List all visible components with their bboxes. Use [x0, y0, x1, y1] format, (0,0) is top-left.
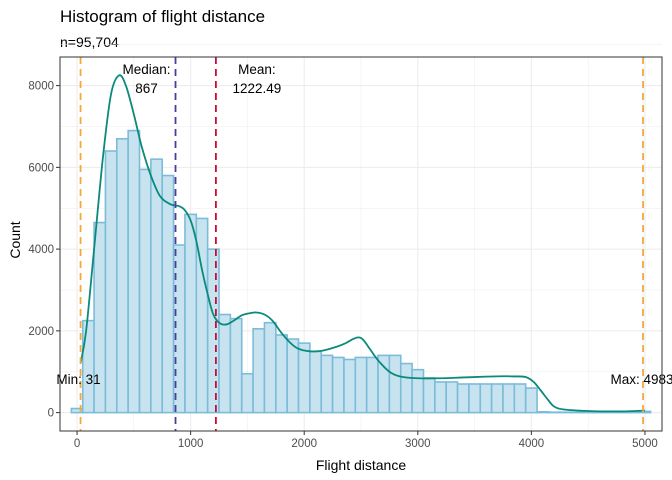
histogram-bar [127, 129, 141, 414]
x-tick-label: 3000 [405, 438, 431, 450]
histogram-bar [434, 381, 447, 414]
x-axis-title: Flight distance [316, 457, 406, 473]
x-tick-label: 0 [74, 438, 80, 450]
histogram-bar [286, 338, 300, 414]
y-tick-label: 6000 [28, 162, 54, 174]
median-value: 867 [135, 81, 158, 96]
histogram-bar [411, 368, 425, 414]
histogram-bar [468, 383, 482, 414]
chart-title: Histogram of flight distance [60, 7, 266, 26]
histogram-bar [184, 213, 198, 414]
x-tick-label: 1000 [178, 438, 204, 450]
density-curve [79, 74, 645, 413]
min-label: Min: 31 [56, 372, 100, 387]
y-tick-label: 8000 [28, 81, 54, 93]
histogram-bar [115, 137, 129, 414]
mean-label: Mean: [238, 62, 276, 77]
histogram-bars [70, 129, 652, 414]
chart-subtitle: n=95,704 [60, 34, 119, 50]
histogram-bar [502, 383, 516, 414]
histogram-bar [490, 383, 504, 414]
histogram-bar [104, 150, 118, 414]
panel-border [59, 56, 663, 432]
histogram-bar [343, 358, 357, 414]
median-label: Median: [123, 62, 171, 77]
reference-lines: Min: 31 Median: 867 Mean: 1222.49 Max: 4983 [56, 57, 672, 431]
histogram-bar [320, 354, 334, 414]
mean-value: 1222.49 [232, 81, 281, 96]
histogram-bar [309, 350, 323, 414]
y-tick-label: 2000 [28, 326, 54, 338]
y-tick-label: 4000 [28, 244, 54, 256]
histogram-bar [388, 354, 402, 414]
histogram-bar [263, 321, 277, 414]
histogram-bar [479, 383, 493, 414]
x-tick-label: 4000 [519, 438, 545, 450]
histogram-bar [161, 174, 175, 414]
histogram-bar [422, 377, 436, 414]
density-curve-layer [79, 74, 645, 413]
histogram-bar [138, 168, 152, 414]
histogram-bar [445, 381, 459, 414]
histogram-bar [354, 356, 368, 414]
axis-ticks: 0 1000 2000 3000 4000 5000 0 2000 4000 6000 8000 [28, 81, 657, 450]
max-label: Max: 4983 [611, 372, 672, 387]
histogram-bar [536, 410, 550, 414]
histogram-bar [240, 372, 254, 414]
y-axis-title: Count [7, 221, 23, 258]
x-tick-label: 2000 [291, 438, 317, 450]
histogram-bar [297, 342, 311, 414]
histogram-bar [399, 362, 413, 414]
histogram-bar [229, 317, 243, 414]
histogram-bar [252, 328, 266, 414]
histogram-bar [206, 248, 220, 414]
histogram-bar [513, 383, 527, 414]
histogram-bar [331, 356, 345, 414]
histogram-bar [524, 387, 538, 414]
y-tick-label: 0 [48, 408, 54, 420]
histogram-bar [81, 319, 95, 414]
histogram-bar [456, 383, 470, 414]
x-tick-label: 5000 [632, 438, 658, 450]
histogram-bar [377, 354, 391, 414]
histogram-bar [365, 356, 379, 414]
histogram-bar [218, 313, 232, 414]
histogram-bar [275, 334, 288, 414]
